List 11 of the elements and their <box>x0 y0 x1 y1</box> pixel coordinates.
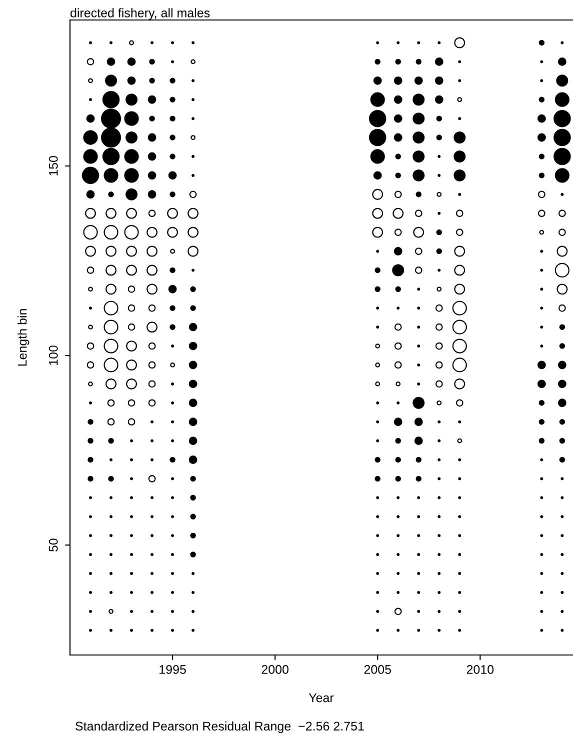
x-tick-label: 1995 <box>160 665 186 674</box>
x-tick-label: 2000 <box>262 665 288 674</box>
y-tick-label: 100 <box>48 346 58 365</box>
y-tick-label: 50 <box>48 538 58 552</box>
text: Standardized Pearson Residual Range −2.56 2.751 <box>76 721 364 734</box>
y-tick-label: 150 <box>48 156 58 176</box>
x-tick-label: 2010 <box>466 665 494 674</box>
y-axis-title: Length bin <box>18 309 30 366</box>
x-tick-label: 2005 <box>364 665 391 674</box>
chart-title: directed fishery, all males <box>70 8 210 20</box>
x-axis-title: Year <box>308 694 334 702</box>
